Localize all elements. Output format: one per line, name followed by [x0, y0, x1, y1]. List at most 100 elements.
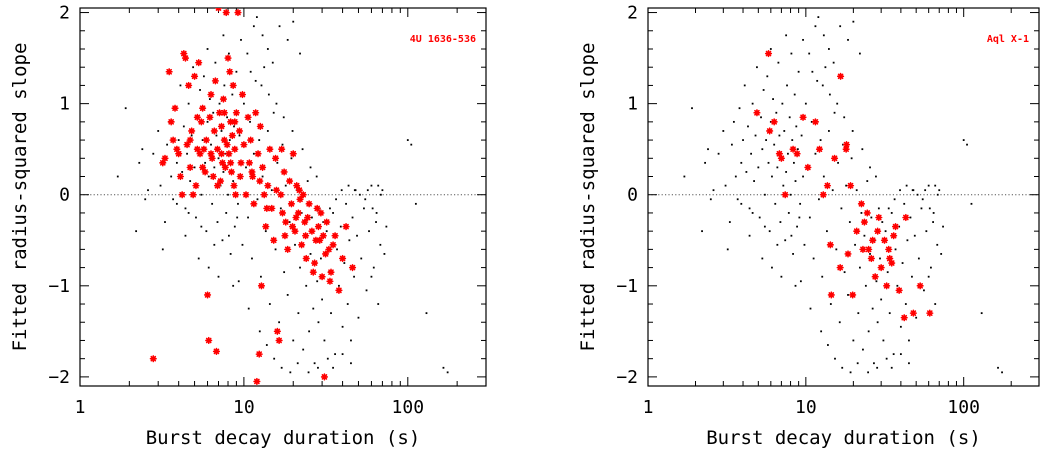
data-point-dot — [915, 316, 918, 319]
data-point-dot — [238, 134, 241, 137]
data-point-asterisk — [926, 309, 934, 317]
data-point-dot — [930, 266, 932, 269]
data-point-asterisk — [826, 241, 834, 249]
data-point-dot — [785, 34, 788, 37]
data-point-dot — [832, 61, 835, 64]
data-point-dot — [839, 25, 842, 28]
data-point-asterisk — [200, 145, 208, 153]
data-point-asterisk — [271, 154, 280, 162]
data-point-asterisk — [753, 109, 761, 117]
data-point-dot — [750, 152, 753, 155]
data-point-asterisk — [880, 236, 889, 244]
data-point-dot — [740, 202, 743, 205]
data-point-dot — [701, 230, 703, 233]
data-point-asterisk — [185, 81, 193, 90]
data-point-dot — [366, 189, 369, 192]
data-point-asterisk — [178, 191, 186, 199]
data-point-dot — [341, 325, 344, 328]
data-point-dot — [997, 366, 999, 369]
data-point-dot — [852, 20, 855, 23]
data-point-dot — [882, 339, 885, 342]
data-point-dot — [282, 116, 285, 119]
data-point-asterisk — [256, 122, 264, 131]
x-tick-label: 10 — [795, 397, 817, 418]
data-point-dot — [268, 303, 271, 305]
data-point-asterisk — [256, 177, 264, 185]
data-point-dot — [730, 143, 733, 146]
data-point-dot — [383, 253, 386, 255]
data-point-dot — [179, 84, 182, 87]
data-point-dot — [722, 130, 725, 132]
data-point-dot — [206, 120, 209, 123]
data-point-dot — [787, 152, 789, 155]
data-point-asterisk — [815, 145, 824, 153]
data-point-dot — [284, 184, 287, 187]
data-point-asterisk — [287, 200, 296, 208]
data-point-asterisk — [216, 177, 225, 185]
data-point-asterisk — [167, 118, 175, 126]
data-point-asterisk — [232, 109, 240, 117]
data-point-dot — [258, 330, 261, 333]
data-point-dot — [787, 212, 790, 214]
data-point-dot — [296, 362, 299, 365]
data-point-dot — [315, 175, 318, 178]
data-point-dot — [763, 193, 766, 196]
data-point-dot — [840, 207, 843, 210]
data-point-dot — [290, 157, 293, 160]
data-point-dot — [329, 207, 331, 210]
data-point-dot — [970, 202, 973, 205]
data-point-asterisk — [846, 182, 855, 190]
data-point-asterisk — [302, 254, 310, 263]
data-point-dot — [877, 207, 880, 210]
data-point-asterisk — [309, 268, 317, 276]
data-point-dot — [266, 130, 269, 132]
data-point-asterisk — [890, 232, 898, 240]
data-point-dot — [799, 202, 802, 205]
data-point-dot — [908, 339, 910, 342]
data-point-dot — [876, 366, 879, 369]
data-point-dot — [283, 271, 286, 274]
data-point-dot — [779, 221, 782, 223]
data-point-asterisk — [242, 191, 250, 199]
data-point-dot — [272, 111, 275, 114]
data-point-dot — [221, 239, 224, 242]
data-point-dot — [860, 212, 863, 214]
data-point-asterisk — [277, 191, 285, 199]
data-point-dot — [756, 66, 758, 69]
data-point-dot — [791, 139, 794, 141]
data-point-asterisk — [231, 118, 239, 126]
data-point-dot — [924, 189, 927, 192]
data-point-asterisk — [193, 113, 201, 121]
data-point-dot — [898, 225, 901, 228]
data-point-dot — [357, 316, 360, 319]
data-point-dot — [820, 330, 823, 333]
data-point-asterisk — [236, 172, 244, 181]
data-point-dot — [886, 271, 889, 274]
data-point-dot — [875, 175, 877, 178]
data-point-dot — [279, 207, 282, 210]
data-point-asterisk — [245, 159, 253, 167]
data-point-dot — [769, 48, 772, 50]
data-point-dot — [850, 157, 853, 160]
data-point-asterisk — [823, 182, 832, 190]
data-point-dot — [932, 221, 934, 223]
data-point-dot — [767, 161, 770, 164]
data-point-asterisk — [770, 118, 778, 126]
data-point-asterisk — [199, 104, 207, 112]
data-point-dot — [817, 16, 820, 19]
data-point-dot — [332, 366, 334, 369]
data-point-dot — [252, 25, 255, 28]
data-point-dot — [932, 212, 935, 214]
data-point-dot — [861, 148, 864, 151]
data-point-dot — [927, 275, 930, 278]
data-point-asterisk — [222, 8, 230, 17]
data-point-dot — [903, 202, 906, 205]
data-point-dot — [821, 84, 824, 87]
data-point-asterisk — [318, 273, 326, 281]
data-point-dot — [799, 280, 802, 283]
data-point-dot — [186, 152, 188, 155]
x-tick-label: 1 — [643, 397, 654, 418]
data-point-dot — [265, 344, 268, 346]
data-point-asterisk — [865, 245, 873, 253]
